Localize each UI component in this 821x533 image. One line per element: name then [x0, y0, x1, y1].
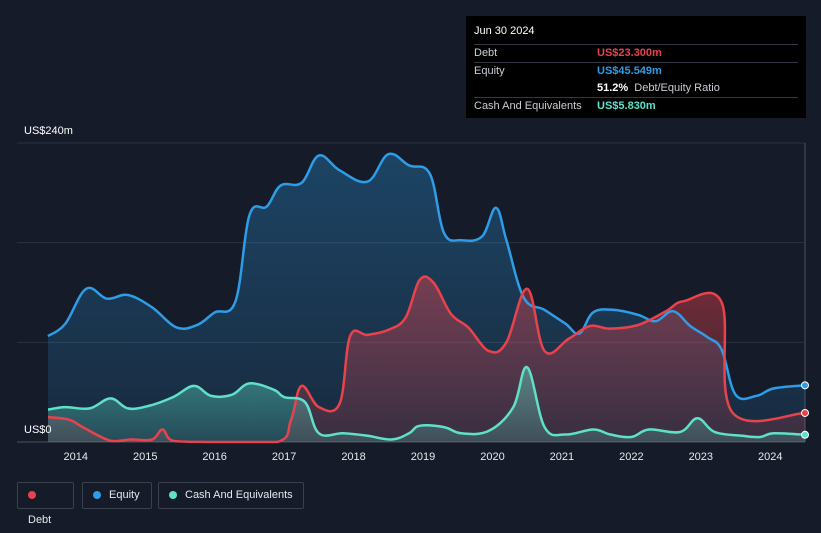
legend-equity-label: Equity — [109, 489, 140, 501]
legend-equity-dot — [93, 491, 101, 499]
tooltip-date: Jun 30 2024 — [474, 25, 535, 37]
legend-cash-dot — [169, 491, 177, 499]
equity-end-marker — [801, 381, 809, 390]
series-lines — [47, 152, 806, 444]
tooltip-debt-value: US$23.300m — [597, 47, 662, 59]
legend-item-debt[interactable]: Debt — [17, 482, 74, 526]
y-axis-label-max: US$240m — [24, 125, 73, 137]
tooltip-equity-label: Equity — [474, 65, 505, 77]
x-tick-label: 2019 — [410, 451, 436, 463]
tooltip-debt-label: Debt — [474, 47, 498, 59]
x-tick-label: 2022 — [619, 451, 644, 463]
tooltip-row-cash: Cash And Equivalents US$5.830m — [474, 97, 798, 115]
tooltip-ratio-label: Debt/Equity Ratio — [634, 82, 720, 94]
x-tick-label: 2020 — [480, 451, 505, 463]
equity-line — [47, 152, 806, 401]
legend-cash-label: Cash And Equivalents — [185, 489, 293, 501]
x-tick-label: 2014 — [63, 451, 88, 463]
x-tick-label: 2015 — [132, 451, 158, 463]
x-tick-label: 2018 — [341, 451, 366, 463]
tooltip-ratio: 51.2% Debt/Equity Ratio — [597, 80, 720, 97]
cash-line — [47, 366, 806, 441]
legend-item-equity[interactable]: Equity — [82, 482, 152, 509]
debt-area — [48, 276, 805, 442]
tooltip-row-equity: Equity US$45.549m — [474, 62, 798, 80]
legend-item-cash[interactable]: Cash And Equivalents — [158, 482, 304, 509]
legend-debt-label: Debt — [28, 514, 52, 526]
x-tick-label: 2021 — [549, 451, 575, 463]
debt-end-marker — [801, 408, 809, 417]
cash-end-marker — [801, 430, 809, 439]
debt-line — [47, 275, 806, 444]
tooltip-ratio-value: 51.2% — [597, 82, 629, 94]
x-tick-label: 2023 — [688, 451, 714, 463]
tooltip-cash-value: US$5.830m — [597, 100, 656, 112]
tooltip-equity-value: US$45.549m — [597, 65, 662, 77]
cash-area — [48, 367, 805, 442]
tooltip-row-ratio: 51.2% Debt/Equity Ratio — [474, 80, 798, 97]
series-areas — [48, 153, 805, 442]
tooltip-panel: Jun 30 2024 Debt US$23.300m Equity US$45… — [466, 16, 806, 118]
x-tick-label: 2016 — [202, 451, 227, 463]
x-tick-label: 2024 — [758, 451, 783, 463]
tooltip-cash-label: Cash And Equivalents — [474, 100, 582, 112]
x-tick-label: 2017 — [271, 451, 297, 463]
legend-debt-dot — [28, 491, 36, 499]
series-end-markers — [801, 381, 809, 439]
y-axis-label-zero: US$0 — [24, 424, 52, 436]
tooltip-row-debt: Debt US$23.300m — [474, 44, 798, 62]
